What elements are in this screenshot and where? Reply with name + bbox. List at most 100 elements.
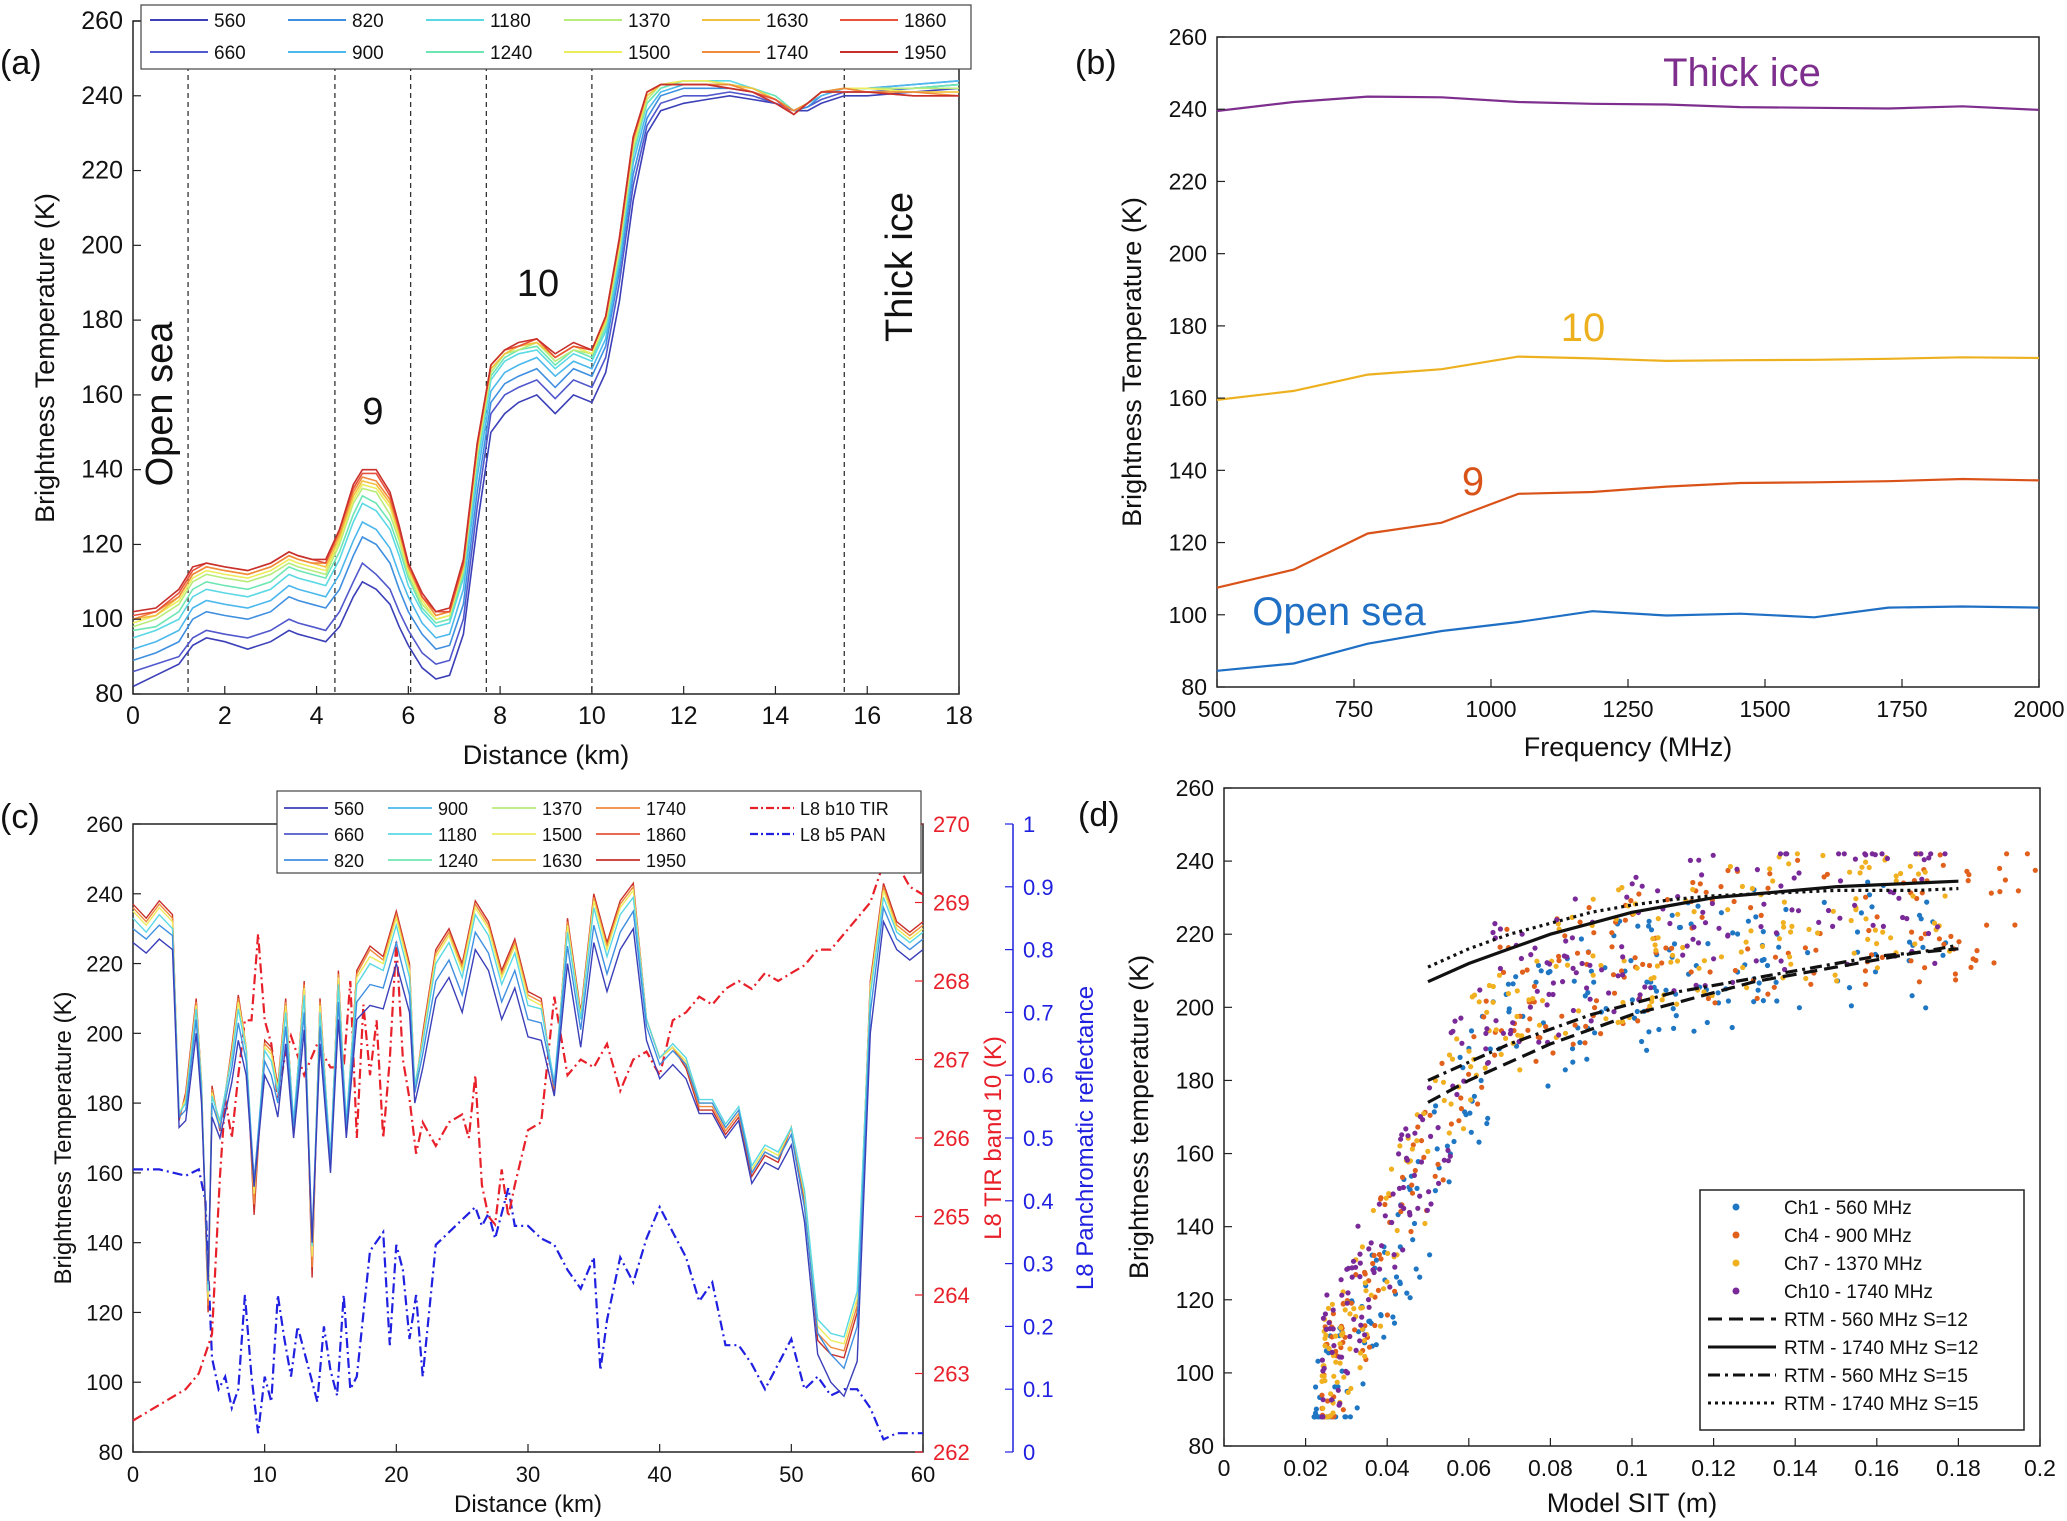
panel-c-y-tick-label: 260 — [86, 812, 123, 837]
panel-d-point-ch10 — [1700, 909, 1706, 915]
panel-a-y-tick-label: 180 — [81, 306, 123, 334]
panel-c-x-tick-label: 20 — [384, 1462, 408, 1487]
panel-d-point-ch7 — [1422, 1220, 1428, 1227]
panel-c-tir-y-tick-label: 269 — [933, 891, 970, 916]
panel-d-point-ch10 — [1918, 851, 1924, 857]
panel-d-point-ch1 — [1644, 979, 1650, 985]
panel-d-point-ch10 — [1371, 1269, 1377, 1276]
panel-d-y-tick-label: 80 — [1188, 1433, 1214, 1459]
panel-d-point-ch10 — [1587, 996, 1593, 1002]
panel-d-point-ch10 — [1344, 1266, 1350, 1272]
panel-d-point-ch7 — [1787, 954, 1793, 960]
panel-d-point-ch1 — [1705, 941, 1711, 947]
panel-d-point-ch7 — [1832, 972, 1838, 978]
panel-d-point-ch4 — [1372, 1322, 1378, 1329]
panel-d-point-ch4 — [1408, 1228, 1414, 1235]
panel-d-point-ch7 — [1351, 1306, 1357, 1312]
panel-c-line-1500 — [132, 888, 924, 1345]
panel-d-point-ch1 — [1821, 899, 1827, 906]
panel-d-point-ch7 — [1359, 1326, 1365, 1332]
panel-d-point-ch10 — [1401, 1205, 1407, 1211]
panel-d-point-ch4 — [1574, 950, 1581, 956]
panel-d-point-ch10 — [1795, 908, 1802, 914]
panel-b-x-tick-label: 1500 — [1739, 696, 1790, 722]
panel-d: (d) 0 0.02 0.04 0.06 0.08 0.1 0.12 0.14 0.16 0.18… — [1078, 775, 2056, 1518]
panel-d-point-ch4 — [1997, 889, 2003, 895]
panel-d-point-ch7 — [1634, 965, 1640, 971]
panel-c-pan-y-tick-label: 0.5 — [1023, 1126, 1054, 1151]
panel-d-point-ch4 — [1991, 960, 1997, 966]
panel-d-point-ch1 — [1312, 1414, 1318, 1420]
panel-d-point-ch1 — [1872, 969, 1879, 975]
panel-d-x-tick-label: 0.2 — [2024, 1455, 2056, 1481]
panel-d-point-ch7 — [1780, 920, 1786, 926]
panel-d-point-ch4 — [1456, 1118, 1462, 1124]
panel-a-annot-open-sea: Open sea — [139, 321, 181, 487]
panel-d-point-ch7 — [1649, 995, 1655, 1001]
panel-d-point-ch4 — [1765, 885, 1771, 891]
panel-d-point-ch4 — [1378, 1256, 1384, 1262]
panel-d-point-ch7 — [1468, 1097, 1474, 1103]
panel-b-x-tick-label: 500 — [1198, 696, 1236, 722]
panel-d-point-ch1 — [1677, 924, 1683, 931]
panel-d-point-ch4 — [1330, 1311, 1336, 1317]
panel-b-x-tick-label: 1000 — [1465, 696, 1516, 722]
panel-d-point-ch10 — [1926, 855, 1932, 861]
panel-d-point-ch4 — [1448, 1121, 1454, 1127]
panel-d-point-ch7 — [1425, 1148, 1431, 1154]
panel-d-point-ch4 — [1754, 995, 1760, 1002]
panel-d-point-ch7 — [1517, 1067, 1523, 1073]
panel-d-point-ch1 — [1940, 952, 1946, 958]
panel-d-point-ch1 — [1756, 980, 1762, 986]
panel-b-x-tick-label: 1250 — [1602, 696, 1653, 722]
panel-d-point-ch7 — [1650, 936, 1656, 942]
panel-d-point-ch10 — [1357, 1251, 1363, 1257]
panel-d-point-ch7 — [1598, 962, 1604, 969]
panel-d-point-ch10 — [1928, 851, 1934, 857]
panel-d-point-ch1 — [1906, 939, 1913, 945]
panel-d-legend-label: Ch10 - 1740 MHz — [1784, 1282, 1933, 1303]
panel-d-point-ch10 — [1796, 870, 1802, 876]
panel-d-point-ch7 — [1872, 927, 1878, 933]
panel-d-point-ch4 — [1370, 1260, 1376, 1267]
panel-d-point-ch10 — [1412, 1130, 1418, 1136]
panel-d-point-ch10 — [1560, 979, 1566, 985]
panel-d-point-ch7 — [1770, 878, 1776, 884]
panel-b-annot-thick-ice: Thick ice — [1663, 51, 1821, 95]
panel-d-point-ch10 — [1324, 1292, 1330, 1298]
panel-d-point-ch4 — [1703, 889, 1709, 895]
panel-d-point-ch7 — [1674, 1001, 1680, 1007]
panel-d-point-ch10 — [1428, 1201, 1434, 1207]
panel-d-point-ch7 — [1331, 1373, 1337, 1379]
panel-d-point-ch10 — [1320, 1368, 1326, 1374]
panel-d-point-ch1 — [1761, 956, 1767, 963]
panel-d-point-ch1 — [1404, 1290, 1410, 1296]
panel-d-point-ch7 — [1534, 958, 1540, 964]
panel-d-point-ch4 — [1537, 1035, 1543, 1041]
panel-b-yticks: 80 100 120 140 160 180 200 220 240 260 — [1169, 24, 1225, 700]
panel-d-point-ch10 — [1611, 1009, 1617, 1015]
panel-d-legend-marker — [1732, 1231, 1740, 1239]
panel-b-line-thick-ice — [1216, 95, 2040, 113]
panel-c-yticks: 80 100 120 140 160 180 200 220 240 260 — [86, 812, 141, 1465]
panel-d-point-ch4 — [1527, 1016, 1533, 1022]
panel-d-point-ch4 — [1432, 1173, 1438, 1179]
panel-d-point-ch10 — [1777, 851, 1784, 857]
panel-d-point-ch7 — [1654, 963, 1660, 969]
panel-d-point-ch4 — [2032, 867, 2038, 873]
panel-a-x-tick-label: 6 — [401, 702, 415, 730]
panel-d-point-ch10 — [1633, 874, 1639, 880]
panel-c-tir-y-tick-label: 267 — [933, 1048, 970, 1073]
panel-b-annot-9: 9 — [1462, 460, 1484, 504]
panel-d-point-ch4 — [1956, 939, 1962, 945]
panel-d-point-ch10 — [1556, 1032, 1562, 1038]
panel-d-point-ch1 — [1646, 1029, 1652, 1035]
panel-d-point-ch7 — [1440, 1079, 1447, 1085]
panel-d-point-ch4 — [1550, 1050, 1556, 1056]
panel-d-point-ch1 — [1774, 998, 1780, 1004]
panel-d-point-ch7 — [1621, 958, 1627, 964]
panel-d-xticks: 0 0.02 0.04 0.06 0.08 0.1 0.12 0.14 0.16 0.18 0.2 — [1218, 1438, 2056, 1481]
panel-d-point-ch1 — [1373, 1342, 1379, 1348]
panel-d-point-ch4 — [1697, 881, 1703, 887]
panel-d-point-ch4 — [1458, 1095, 1464, 1101]
